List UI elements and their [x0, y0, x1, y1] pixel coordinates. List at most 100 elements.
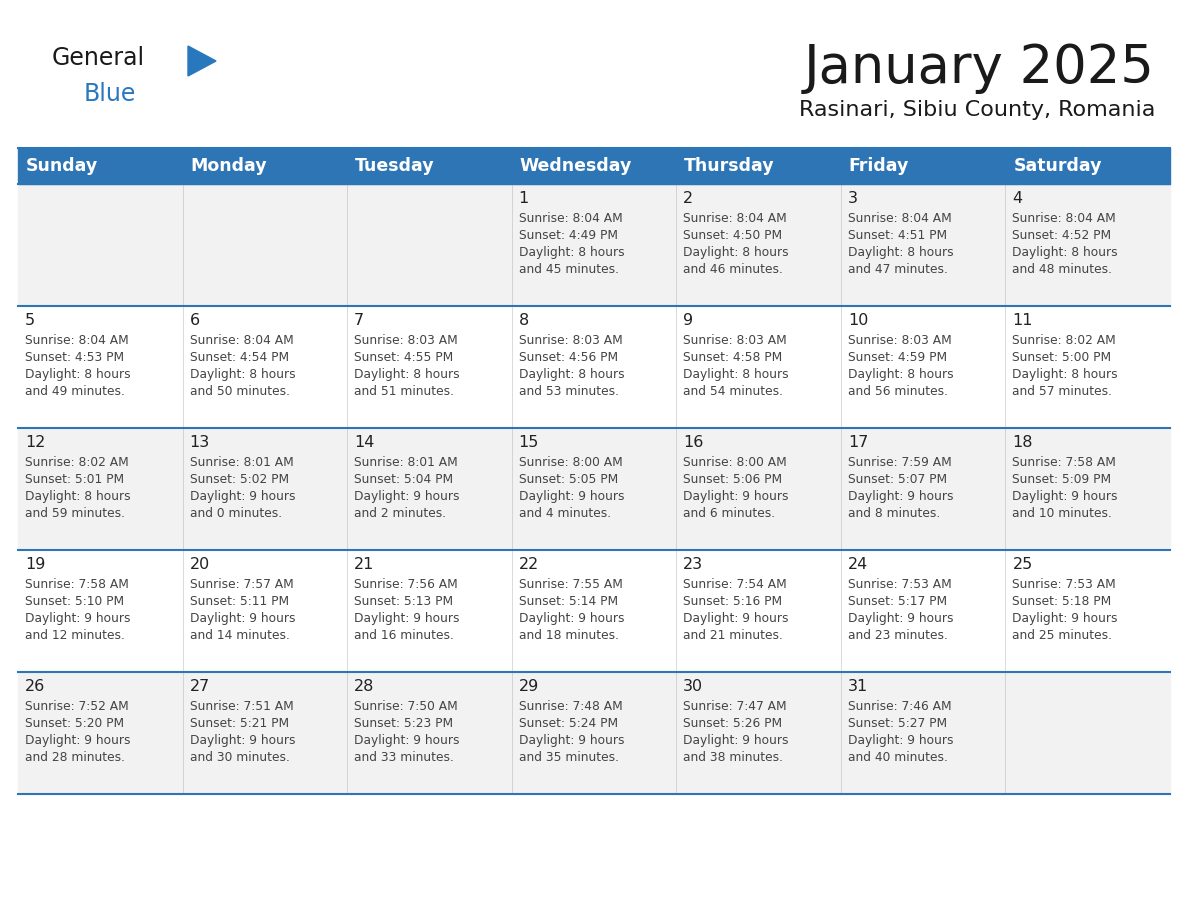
Text: Sunrise: 8:04 AM: Sunrise: 8:04 AM	[1012, 212, 1117, 225]
Text: Daylight: 9 hours: Daylight: 9 hours	[25, 612, 131, 625]
Text: Sunset: 5:00 PM: Sunset: 5:00 PM	[1012, 351, 1112, 364]
Text: and 28 minutes.: and 28 minutes.	[25, 751, 125, 764]
Text: Sunrise: 8:01 AM: Sunrise: 8:01 AM	[190, 456, 293, 469]
Text: 14: 14	[354, 435, 374, 450]
Text: Sunset: 5:06 PM: Sunset: 5:06 PM	[683, 473, 783, 486]
Text: and 45 minutes.: and 45 minutes.	[519, 263, 619, 276]
Text: and 48 minutes.: and 48 minutes.	[1012, 263, 1112, 276]
Text: Sunrise: 7:51 AM: Sunrise: 7:51 AM	[190, 700, 293, 713]
Text: 16: 16	[683, 435, 703, 450]
Text: Daylight: 9 hours: Daylight: 9 hours	[25, 734, 131, 747]
Text: and 59 minutes.: and 59 minutes.	[25, 507, 125, 520]
Text: Daylight: 9 hours: Daylight: 9 hours	[683, 612, 789, 625]
Text: and 30 minutes.: and 30 minutes.	[190, 751, 290, 764]
Bar	[18, 672, 1170, 794]
Text: 28: 28	[354, 679, 374, 694]
Text: Sunset: 4:49 PM: Sunset: 4:49 PM	[519, 229, 618, 242]
Text: 27: 27	[190, 679, 210, 694]
Text: and 54 minutes.: and 54 minutes.	[683, 385, 783, 398]
Bar	[18, 428, 1170, 550]
Text: Sunset: 5:13 PM: Sunset: 5:13 PM	[354, 595, 454, 608]
Text: Sunrise: 7:53 AM: Sunrise: 7:53 AM	[848, 578, 952, 591]
Text: Sunrise: 8:03 AM: Sunrise: 8:03 AM	[354, 334, 457, 347]
Text: and 53 minutes.: and 53 minutes.	[519, 385, 619, 398]
Text: Daylight: 9 hours: Daylight: 9 hours	[848, 490, 953, 503]
Text: Sunset: 4:51 PM: Sunset: 4:51 PM	[848, 229, 947, 242]
Text: and 51 minutes.: and 51 minutes.	[354, 385, 454, 398]
Text: Daylight: 9 hours: Daylight: 9 hours	[519, 734, 624, 747]
Text: Daylight: 8 hours: Daylight: 8 hours	[354, 368, 460, 381]
Text: Daylight: 8 hours: Daylight: 8 hours	[25, 490, 131, 503]
Text: and 21 minutes.: and 21 minutes.	[683, 629, 783, 642]
Text: Daylight: 9 hours: Daylight: 9 hours	[848, 734, 953, 747]
Text: and 47 minutes.: and 47 minutes.	[848, 263, 948, 276]
Text: Daylight: 9 hours: Daylight: 9 hours	[519, 612, 624, 625]
Text: and 35 minutes.: and 35 minutes.	[519, 751, 619, 764]
Text: 11: 11	[1012, 313, 1032, 328]
Text: Daylight: 8 hours: Daylight: 8 hours	[190, 368, 295, 381]
Text: Daylight: 9 hours: Daylight: 9 hours	[354, 734, 460, 747]
Text: Sunset: 5:05 PM: Sunset: 5:05 PM	[519, 473, 618, 486]
Text: Sunrise: 7:50 AM: Sunrise: 7:50 AM	[354, 700, 457, 713]
Text: Sunset: 5:07 PM: Sunset: 5:07 PM	[848, 473, 947, 486]
Text: Sunset: 4:52 PM: Sunset: 4:52 PM	[1012, 229, 1112, 242]
Text: Daylight: 9 hours: Daylight: 9 hours	[190, 490, 295, 503]
Text: 30: 30	[683, 679, 703, 694]
Text: Sunset: 5:21 PM: Sunset: 5:21 PM	[190, 717, 289, 730]
Text: Friday: Friday	[849, 157, 909, 175]
Text: 24: 24	[848, 557, 868, 572]
Text: Sunrise: 7:58 AM: Sunrise: 7:58 AM	[1012, 456, 1117, 469]
Text: and 38 minutes.: and 38 minutes.	[683, 751, 783, 764]
Text: Sunset: 5:20 PM: Sunset: 5:20 PM	[25, 717, 124, 730]
Text: Sunrise: 8:00 AM: Sunrise: 8:00 AM	[683, 456, 786, 469]
Text: 20: 20	[190, 557, 210, 572]
Text: and 46 minutes.: and 46 minutes.	[683, 263, 783, 276]
Bar	[18, 148, 1170, 184]
Text: Sunrise: 8:04 AM: Sunrise: 8:04 AM	[848, 212, 952, 225]
Text: Sunset: 5:01 PM: Sunset: 5:01 PM	[25, 473, 124, 486]
Text: Sunset: 5:27 PM: Sunset: 5:27 PM	[848, 717, 947, 730]
Text: Daylight: 8 hours: Daylight: 8 hours	[25, 368, 131, 381]
Text: Daylight: 9 hours: Daylight: 9 hours	[354, 490, 460, 503]
Text: Sunset: 4:55 PM: Sunset: 4:55 PM	[354, 351, 454, 364]
Text: General: General	[52, 46, 145, 70]
Text: Daylight: 9 hours: Daylight: 9 hours	[354, 612, 460, 625]
Text: Sunset: 5:23 PM: Sunset: 5:23 PM	[354, 717, 454, 730]
Text: Sunset: 4:59 PM: Sunset: 4:59 PM	[848, 351, 947, 364]
Text: Sunrise: 7:47 AM: Sunrise: 7:47 AM	[683, 700, 786, 713]
Text: Sunrise: 8:01 AM: Sunrise: 8:01 AM	[354, 456, 457, 469]
Text: and 2 minutes.: and 2 minutes.	[354, 507, 447, 520]
Text: Sunrise: 7:52 AM: Sunrise: 7:52 AM	[25, 700, 128, 713]
Text: Sunrise: 7:55 AM: Sunrise: 7:55 AM	[519, 578, 623, 591]
Text: Saturday: Saturday	[1013, 157, 1102, 175]
Text: and 50 minutes.: and 50 minutes.	[190, 385, 290, 398]
Text: Daylight: 9 hours: Daylight: 9 hours	[190, 734, 295, 747]
Text: Sunset: 5:24 PM: Sunset: 5:24 PM	[519, 717, 618, 730]
Text: Daylight: 9 hours: Daylight: 9 hours	[683, 490, 789, 503]
Text: and 0 minutes.: and 0 minutes.	[190, 507, 282, 520]
Text: Wednesday: Wednesday	[519, 157, 632, 175]
Text: and 49 minutes.: and 49 minutes.	[25, 385, 125, 398]
Text: Monday: Monday	[190, 157, 267, 175]
Text: Sunrise: 8:03 AM: Sunrise: 8:03 AM	[683, 334, 786, 347]
Text: and 40 minutes.: and 40 minutes.	[848, 751, 948, 764]
Text: Sunrise: 7:58 AM: Sunrise: 7:58 AM	[25, 578, 128, 591]
Text: Sunrise: 7:57 AM: Sunrise: 7:57 AM	[190, 578, 293, 591]
Text: Sunrise: 7:54 AM: Sunrise: 7:54 AM	[683, 578, 786, 591]
Text: Rasinari, Sibiu County, Romania: Rasinari, Sibiu County, Romania	[798, 100, 1155, 120]
Text: Daylight: 8 hours: Daylight: 8 hours	[519, 368, 625, 381]
Text: Sunrise: 8:02 AM: Sunrise: 8:02 AM	[25, 456, 128, 469]
Text: Sunset: 5:11 PM: Sunset: 5:11 PM	[190, 595, 289, 608]
Text: 8: 8	[519, 313, 529, 328]
Bar	[18, 184, 1170, 306]
Text: and 16 minutes.: and 16 minutes.	[354, 629, 454, 642]
Bar	[18, 550, 1170, 672]
Text: 19: 19	[25, 557, 45, 572]
Text: Sunset: 5:04 PM: Sunset: 5:04 PM	[354, 473, 454, 486]
Text: Sunrise: 7:53 AM: Sunrise: 7:53 AM	[1012, 578, 1117, 591]
Text: and 23 minutes.: and 23 minutes.	[848, 629, 948, 642]
Text: Sunrise: 8:02 AM: Sunrise: 8:02 AM	[1012, 334, 1117, 347]
Text: 12: 12	[25, 435, 45, 450]
Text: 6: 6	[190, 313, 200, 328]
Text: 7: 7	[354, 313, 365, 328]
